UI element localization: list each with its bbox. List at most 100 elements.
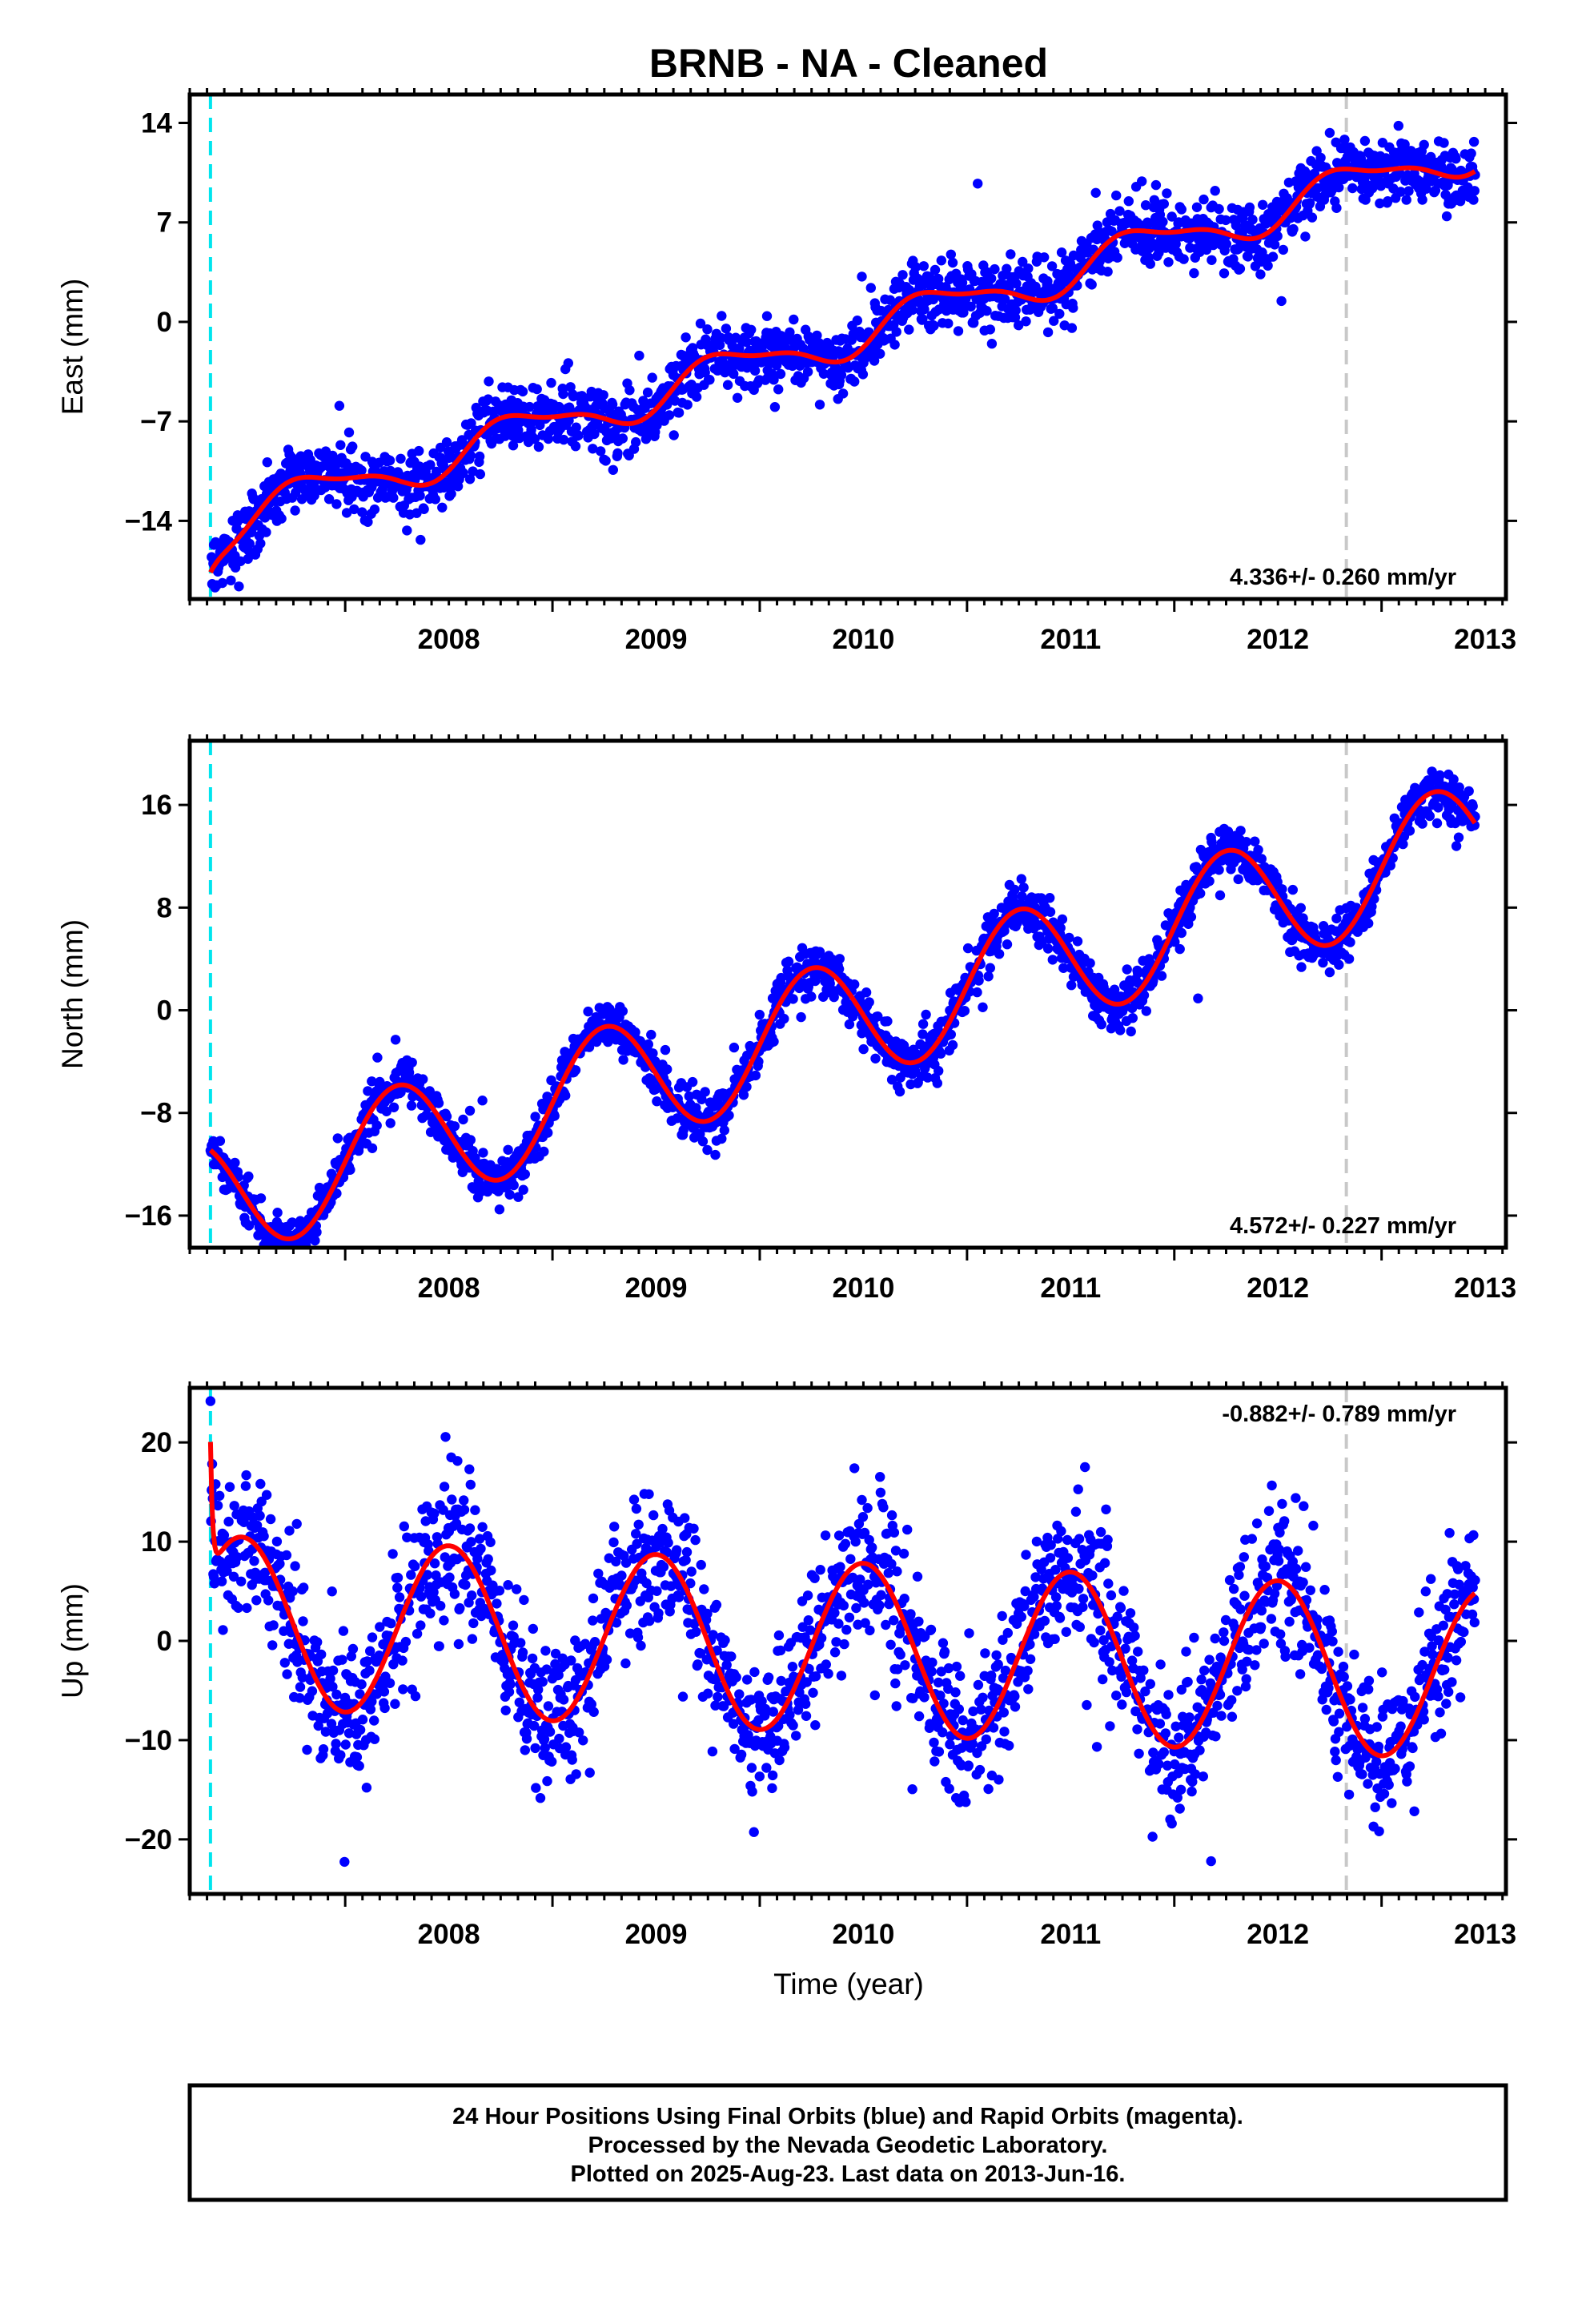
data-point	[618, 1055, 628, 1065]
east-y-axis-label: East (mm)	[56, 279, 89, 416]
data-point	[255, 538, 266, 549]
data-point	[1387, 853, 1398, 863]
data-point	[475, 468, 485, 480]
data-point	[369, 504, 380, 515]
data-point	[641, 1578, 652, 1589]
data-point	[1324, 127, 1335, 139]
data-point	[673, 408, 685, 418]
data-point	[355, 1689, 365, 1699]
data-point	[255, 1193, 267, 1204]
data-point	[611, 1556, 621, 1567]
east-x-tick-label: 2013	[1454, 624, 1516, 655]
data-point	[384, 1678, 396, 1688]
data-point	[284, 1526, 295, 1536]
data-point	[1037, 937, 1047, 948]
data-point	[331, 499, 342, 509]
data-point	[702, 1144, 713, 1156]
data-point	[297, 1672, 307, 1683]
data-point	[999, 926, 1010, 936]
data-point	[607, 399, 618, 410]
data-point	[518, 1184, 528, 1195]
data-point	[719, 1125, 729, 1136]
data-point	[769, 375, 779, 385]
data-point	[779, 1013, 789, 1024]
north-model-fit-line	[208, 789, 1477, 1241]
data-point	[524, 401, 535, 412]
data-point	[632, 1632, 644, 1642]
data-point	[632, 1538, 642, 1550]
data-point	[861, 987, 872, 998]
data-point	[265, 1514, 276, 1525]
data-point	[323, 494, 335, 505]
data-point	[272, 1208, 283, 1218]
data-point	[648, 1048, 658, 1059]
data-point	[1278, 244, 1289, 255]
data-point	[1331, 913, 1342, 924]
data-point	[907, 304, 917, 316]
data-point	[609, 1522, 620, 1532]
data-point	[1219, 268, 1230, 279]
data-point	[243, 553, 253, 565]
data-point	[616, 1570, 627, 1581]
data-point	[818, 368, 829, 379]
data-point	[630, 1027, 640, 1038]
data-point	[724, 1110, 734, 1121]
data-point	[517, 386, 528, 397]
data-point	[367, 1696, 377, 1707]
data-point	[365, 1646, 375, 1656]
data-point	[1363, 918, 1374, 929]
data-point	[1255, 269, 1266, 279]
data-point	[1214, 865, 1224, 875]
data-point	[436, 1601, 446, 1611]
data-point	[356, 465, 367, 476]
data-point	[904, 324, 914, 335]
data-point	[697, 1094, 707, 1105]
data-point	[1066, 323, 1078, 333]
data-point	[540, 1646, 551, 1656]
data-point	[431, 1570, 441, 1581]
data-point	[753, 1056, 764, 1067]
data-point	[259, 1531, 269, 1542]
data-point	[219, 1530, 230, 1541]
data-point	[521, 1734, 532, 1744]
data-point	[290, 505, 300, 516]
data-point	[1006, 249, 1016, 259]
data-point	[335, 1750, 346, 1760]
data-point	[1468, 801, 1478, 811]
data-point	[520, 1745, 530, 1755]
data-point	[1150, 179, 1162, 191]
data-point	[1235, 263, 1246, 274]
data-point	[367, 1632, 378, 1642]
data-point	[1288, 223, 1299, 235]
data-point	[1106, 226, 1117, 236]
data-point	[1018, 256, 1028, 267]
data-point	[354, 1760, 364, 1771]
data-point	[1210, 186, 1220, 196]
data-point	[1324, 967, 1335, 978]
data-point	[1435, 770, 1445, 781]
data-point	[1092, 220, 1103, 231]
data-point	[563, 358, 573, 368]
data-point	[584, 1042, 595, 1052]
data-point	[346, 1651, 356, 1662]
data-point	[458, 1114, 468, 1125]
data-point	[682, 400, 693, 410]
data-point	[570, 1065, 581, 1076]
data-point	[327, 1682, 338, 1692]
data-point	[946, 249, 957, 259]
data-point	[669, 430, 679, 440]
data-point	[415, 490, 425, 501]
north-x-tick-label: 2009	[625, 1273, 688, 1304]
data-point	[440, 1432, 451, 1442]
data-point	[974, 975, 984, 986]
data-point	[399, 1521, 409, 1532]
data-point	[517, 1647, 528, 1658]
data-point	[1114, 206, 1125, 216]
east-y-tick-label: −7	[140, 406, 172, 437]
data-point	[1096, 1019, 1107, 1030]
data-point	[466, 1537, 476, 1547]
data-point	[514, 1697, 524, 1707]
data-point	[1277, 884, 1287, 895]
data-point	[1002, 263, 1012, 274]
data-point	[410, 1691, 421, 1702]
